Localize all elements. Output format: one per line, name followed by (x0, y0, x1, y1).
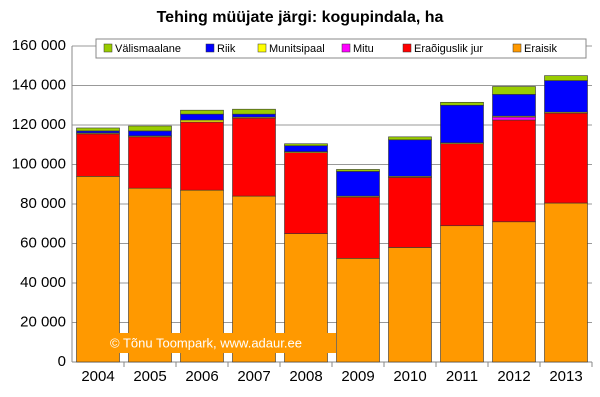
legend-label: Eraisik (524, 43, 558, 55)
bar-segment (492, 116, 536, 121)
bar-segment (544, 202, 588, 363)
bar-segment (440, 143, 484, 227)
bar-segment (284, 143, 328, 147)
bar-segment (544, 75, 588, 81)
y-tick-label: 40 000 (20, 274, 66, 291)
bar-segment (492, 86, 536, 95)
x-tick-label: 2007 (237, 368, 270, 385)
legend-label: Mitu (353, 43, 374, 55)
y-tick-label: 60 000 (20, 234, 66, 251)
y-tick-label: 80 000 (20, 195, 66, 212)
annotation-bg (100, 333, 336, 353)
x-tick-label: 2008 (289, 368, 322, 385)
bar-segment (544, 80, 588, 113)
legend-label: Riik (217, 43, 236, 55)
bar-segment (180, 121, 224, 191)
legend-swatch (512, 43, 522, 53)
y-tick-label: 120 000 (12, 116, 66, 133)
legend-swatch (402, 43, 412, 53)
y-tick-label: 100 000 (12, 155, 66, 172)
bar-segment (284, 145, 328, 152)
bar-segment (284, 152, 328, 234)
x-tick-label: 2004 (81, 368, 114, 385)
bar-segment (180, 113, 224, 121)
bar-segment (76, 127, 120, 132)
legend-swatch (257, 43, 267, 53)
y-tick-label: 20 000 (20, 313, 66, 330)
chart-title: Tehing müüjate järgi: kogupindala, ha (157, 9, 444, 26)
bar-segment (232, 117, 276, 197)
x-tick-label: 2012 (497, 368, 530, 385)
x-tick-label: 2011 (446, 368, 478, 385)
bar-segment (76, 176, 120, 363)
y-tick-label: 140 000 (12, 76, 66, 93)
bar-segment (180, 109, 224, 115)
bar-segment (492, 94, 536, 117)
bar-segment (336, 171, 380, 197)
bar-segment (232, 113, 276, 118)
annotation: © Tõnu Toompark, www.adaur.ee (110, 335, 302, 350)
x-tick-label: 2010 (393, 368, 426, 385)
y-tick-label: 160 000 (12, 37, 66, 54)
bar-segment (388, 139, 432, 177)
bar-segment (492, 221, 536, 363)
legend-box (95, 38, 587, 59)
legend-label: Munitsipaal (269, 43, 325, 55)
bar-segment (232, 108, 276, 115)
bar-segment (76, 133, 120, 177)
legend-swatch (341, 43, 351, 53)
bar-segment (440, 104, 484, 144)
bar-segment (128, 125, 172, 132)
x-tick-label: 2009 (341, 368, 374, 385)
bar-segment (492, 119, 536, 223)
legend-label: Eraõiguslik jur (414, 43, 483, 55)
bar-segment (440, 101, 484, 106)
bar-segment (336, 258, 380, 363)
bar-segment (388, 177, 432, 248)
bar-segment (388, 247, 432, 363)
bar-segment (544, 112, 588, 204)
bar-segment (128, 130, 172, 137)
y-tick-label: 0 (58, 353, 66, 370)
x-tick-label: 2013 (549, 368, 582, 385)
x-tick-label: 2006 (185, 368, 218, 385)
legend-label: Välismaalane (115, 43, 181, 55)
bar-segment (440, 225, 484, 363)
bar-segment (388, 136, 432, 141)
bar-segment (336, 196, 380, 259)
x-tick-label: 2005 (133, 368, 166, 385)
legend-swatch (205, 43, 215, 53)
legend-swatch (103, 43, 113, 53)
bar-segment (128, 136, 172, 189)
bar-segment (336, 169, 380, 172)
